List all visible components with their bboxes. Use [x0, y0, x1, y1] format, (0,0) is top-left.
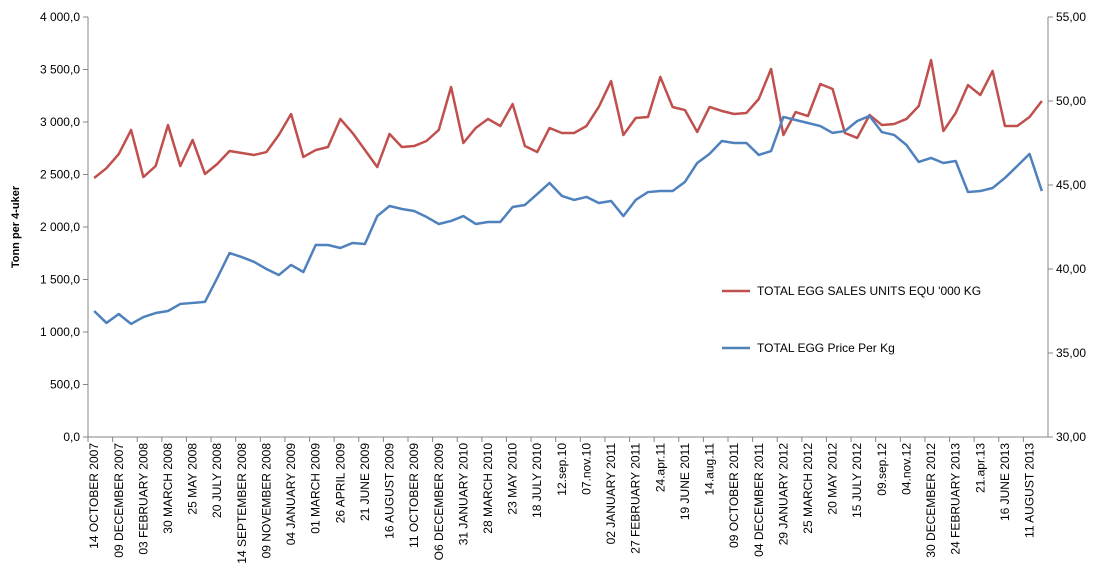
x-tick-label: 16 JUNE 2013 [998, 443, 1012, 521]
x-tick-label: 18 JULY 2010 [530, 443, 544, 518]
line-series [93, 114, 1044, 326]
x-tick-label: 25 MARCH 2012 [801, 443, 815, 534]
x-tick-label: 02 JANUARY 2011 [604, 443, 618, 545]
y-tick-label: 0,0 [63, 430, 80, 444]
y-tick-label: 500,0 [50, 378, 80, 392]
x-tick-label: 25 MAY 2008 [186, 443, 200, 515]
x-tick-label: 28 MARCH 2010 [481, 443, 495, 534]
x-tick-label: 04.nov.12 [899, 443, 913, 495]
x-tick-label: 26 APRIL 2009 [333, 443, 347, 524]
y2-tick-label: 35,00 [1056, 346, 1086, 360]
x-tick-label: 04 JANUARY 2009 [284, 443, 298, 546]
x-tick-label: 11 OCTOBER 2009 [407, 443, 421, 548]
y-tick-label: 3 500,0 [40, 63, 80, 77]
line-series [93, 58, 1043, 179]
x-tick-label: 14 SEPTEMBER 2008 [235, 443, 249, 564]
x-tick-label: 27 FEBRUARY 2011 [629, 443, 643, 554]
x-tick-label: 15 JULY 2012 [850, 443, 864, 518]
x-tick-label: 16 AUGUST 2009 [383, 443, 397, 539]
legend-label: TOTAL EGG Price Per Kg [757, 341, 895, 355]
x-tick-label: 24.apr.11 [653, 443, 667, 492]
y-tick-label: 1 500,0 [40, 273, 80, 287]
y-tick-label: 1 000,0 [40, 325, 80, 339]
y2-tick-label: 45,00 [1056, 178, 1086, 192]
x-tick-label: 24 FEBRUARY 2013 [949, 443, 963, 555]
y-tick-label: 3 000,0 [40, 115, 80, 129]
x-tick-label: 20 JULY 2008 [210, 443, 224, 518]
x-tick-label: 23 MAY 2010 [506, 443, 520, 515]
legend-label: TOTAL EGG SALES UNITS EQU '000 KG [757, 284, 981, 298]
y2-tick-label: 50,00 [1056, 94, 1086, 108]
x-tick-label: 01 MARCH 2009 [309, 443, 323, 534]
x-tick-label: 09.sep.12 [875, 443, 889, 496]
x-tick-label: 07.nov.10 [579, 443, 593, 495]
x-tick-label: 21 JUNE 2009 [358, 443, 372, 521]
x-tick-label: 21.apr.13 [973, 443, 987, 493]
x-tick-label: 30 MARCH 2008 [161, 443, 175, 534]
x-tick-label: 29 JANUARY 2012 [776, 443, 790, 546]
x-tick-label: 30 DECEMBER 2012 [924, 443, 938, 558]
x-tick-label: 04 DECEMBER 2011 [752, 443, 766, 557]
x-tick-label: 09 OCTOBER 2011 [727, 443, 741, 548]
x-tick-label: 09 NOVEMBER 2008 [259, 443, 273, 559]
y2-tick-label: 40,00 [1056, 262, 1086, 276]
x-tick-label: 09 DECEMBER 2007 [112, 443, 126, 558]
y2-tick-label: 30,00 [1056, 430, 1086, 444]
x-tick-label: 31 JANUARY 2010 [456, 443, 470, 546]
x-tick-label: 11 AUGUST 2013 [1023, 443, 1037, 538]
y2-tick-label: 55,00 [1056, 10, 1086, 24]
x-tick-label: 14.aug.11 [703, 443, 717, 496]
x-tick-label: 14 OCTOBER 2007 [87, 443, 101, 549]
x-tick-label: O6 DECEMBER 2009 [432, 443, 446, 561]
x-tick-label: 03 FEBRUARY 2008 [136, 443, 150, 555]
y-tick-label: 2 000,0 [40, 220, 80, 234]
x-tick-label: 20 MAY 2012 [826, 443, 840, 515]
y-tick-label: 4 000,0 [40, 10, 80, 24]
y-axis-title: Tonn per 4-uker [10, 185, 22, 268]
x-tick-label: 12.sep.10 [555, 443, 569, 496]
y-tick-label: 2 500,0 [40, 168, 80, 182]
x-tick-label: 19 JUNE 2011 [678, 443, 692, 520]
